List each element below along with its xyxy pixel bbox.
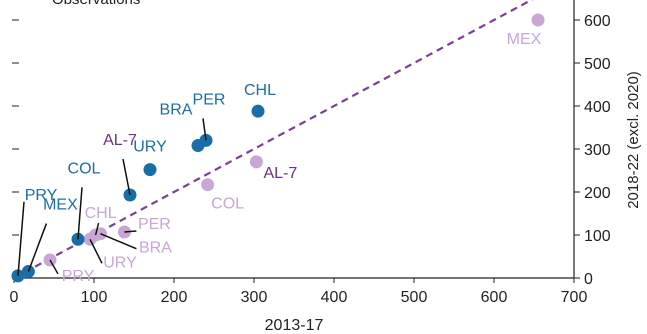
label-dark-al-7: AL-7: [103, 132, 137, 149]
data-labels: MEXAL-7COLPERBRACHLURYPRYCHLPERBRAURYAL-…: [25, 31, 542, 285]
x-tick-label: 0: [10, 289, 19, 306]
x-tick-label: 400: [321, 289, 348, 306]
axes: [14, 0, 575, 279]
point-light-col: [201, 178, 215, 192]
label-dark-col: COL: [68, 160, 101, 177]
point-light-al-7: [249, 155, 263, 169]
label-dark-per: PER: [193, 91, 226, 108]
point-dark-bra: [191, 139, 205, 153]
label-light-mex: MEX: [507, 31, 542, 48]
x-tick-label: 600: [481, 289, 508, 306]
leader-light-chl: [94, 222, 100, 236]
y-tick-label: 200: [584, 185, 611, 202]
label-dark-ury: URY: [133, 139, 167, 156]
label-dark-bra: BRA: [160, 102, 193, 119]
x-tick-label: 100: [81, 289, 108, 306]
y-axis-label: 2018-22 (excl. 2020): [625, 71, 642, 209]
x-tick-label: 500: [401, 289, 428, 306]
y-ticks: 0 100 200 300 400 500 600: [574, 13, 611, 288]
x-ticks: 0 100 200 300 400 500 600 700: [10, 278, 588, 306]
leader-dark-col: [77, 187, 83, 240]
y-tick-label: 500: [584, 56, 611, 73]
point-light-mex: [531, 13, 545, 27]
leader-dark-al-7: [122, 158, 131, 196]
label-dark-mex: MEX: [43, 197, 78, 214]
label-light-chl: CHL: [85, 205, 117, 222]
leader-light-bra: [100, 233, 137, 250]
label-light-al-7: AL-7: [264, 165, 298, 182]
leader-dark-pry: [17, 201, 25, 276]
y-tick-label: 400: [584, 99, 611, 116]
y-tick-label: 100: [584, 228, 611, 245]
point-light-per: [117, 225, 131, 239]
point-dark-chl: [251, 104, 265, 118]
x-tick-label: 700: [561, 289, 588, 306]
leader-dark-per: [202, 118, 207, 141]
label-light-pry: PRY: [62, 268, 95, 285]
y-tick-label: 0: [584, 271, 593, 288]
leader-light-pry: [49, 259, 59, 275]
x-tick-label: 300: [241, 289, 268, 306]
reference-line-45deg: [13, 0, 534, 279]
y-tick-label: 600: [584, 13, 611, 30]
label-light-bra: BRA: [139, 240, 172, 257]
left-tick-marks: [12, 19, 19, 236]
label-light-ury: URY: [103, 254, 137, 271]
x-tick-label: 200: [161, 289, 188, 306]
leader-light-ury: [89, 238, 103, 264]
leader-light-per: [124, 230, 137, 233]
top-label: Observations: [52, 0, 140, 8]
x-axis-label: 2013-17: [265, 317, 324, 334]
point-dark-ury: [143, 163, 157, 177]
label-dark-pry: PRY: [25, 187, 58, 204]
leader-dark-mex: [27, 223, 48, 272]
y-tick-label: 300: [584, 142, 611, 159]
label-light-per: PER: [138, 216, 171, 233]
label-dark-chl: CHL: [244, 82, 276, 99]
label-light-col: COL: [211, 196, 244, 213]
label-leader-lines: [17, 118, 207, 276]
